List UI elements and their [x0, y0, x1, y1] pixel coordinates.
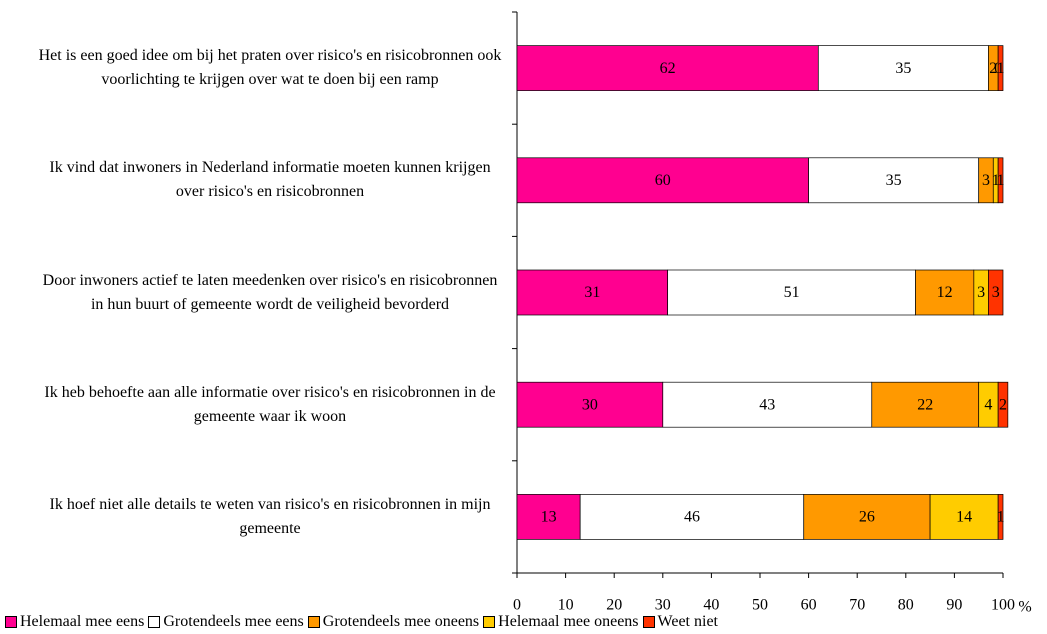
legend-label: Grotendeels mee eens — [163, 613, 304, 630]
category-label: Door inwoners actief te laten meedenken … — [0, 248, 505, 338]
legend-swatch — [642, 616, 655, 628]
data-label: 14 — [956, 509, 972, 526]
legend-label: Helemaal mee oneens — [498, 613, 639, 630]
data-label: 1 — [997, 509, 1005, 526]
data-label: 1 — [992, 172, 1000, 189]
data-label: 51 — [784, 284, 800, 301]
legend-swatch — [5, 616, 17, 628]
category-text: Ik heb behoefte aan alle informatie over… — [44, 383, 496, 425]
bar-segment — [803, 494, 931, 540]
x-tick-label: 0 — [513, 597, 521, 614]
bar-segment — [915, 269, 975, 316]
data-label: 43 — [759, 396, 775, 413]
x-tick-label: 40 — [703, 597, 719, 614]
category-label: Ik heb behoefte aan alle informatie over… — [0, 360, 505, 450]
data-label: 2 — [989, 60, 997, 77]
data-label: 13 — [541, 509, 557, 526]
data-label: 3 — [992, 284, 1000, 301]
x-tick-label: 60 — [801, 597, 817, 614]
x-axis-label: % — [1018, 599, 1031, 616]
data-label: 31 — [584, 284, 600, 301]
bar-segment — [808, 157, 980, 204]
category-label: Het is een goed idee om bij het praten o… — [0, 23, 505, 113]
data-label: 22 — [917, 396, 933, 413]
data-label: 2 — [999, 396, 1007, 413]
bar-segment — [516, 381, 664, 428]
legend: Helemaal mee eens Grotendeels mee eens Gro… — [5, 613, 722, 631]
bar-segment — [516, 45, 819, 91]
x-tick-label: 50 — [752, 597, 768, 614]
data-label: 1 — [997, 60, 1005, 77]
x-tick-label: 90 — [946, 597, 962, 614]
data-label: 60 — [655, 172, 671, 189]
data-label: 35 — [886, 172, 902, 189]
legend-item: Helemaal mee eens — [5, 613, 144, 631]
bar-segment — [929, 494, 999, 540]
x-tick-label: 10 — [558, 597, 574, 614]
data-label: 62 — [660, 60, 676, 77]
legend-item: Weet niet — [642, 613, 718, 631]
bar-segment — [997, 381, 1009, 428]
legend-swatch — [148, 616, 161, 628]
bar-segment — [997, 157, 1004, 204]
bar-segment — [516, 494, 581, 540]
legend-label: Grotendeels mee oneens — [322, 613, 480, 630]
category-text: Ik vind dat inwoners in Nederland inform… — [49, 159, 491, 201]
legend-swatch — [307, 616, 320, 628]
x-tick-label: 80 — [898, 597, 914, 614]
x-tick-label: 20 — [606, 597, 622, 614]
bar-segment — [667, 269, 916, 316]
data-label: 26 — [859, 509, 875, 526]
x-tick-label: 70 — [849, 597, 865, 614]
bar-segment — [579, 494, 805, 540]
bar-segment — [817, 45, 989, 91]
data-label: 30 — [582, 396, 598, 413]
data-label: 3 — [982, 172, 990, 189]
legend-label: Helemaal mee eens — [20, 613, 145, 630]
legend-label: Weet niet — [657, 613, 718, 630]
x-tick-label: 30 — [655, 597, 671, 614]
category-text: Het is een goed idee om bij het praten o… — [38, 47, 502, 89]
legend-item: Grotendeels mee eens — [148, 613, 304, 631]
data-label: 12 — [937, 284, 953, 301]
data-label: 4 — [984, 396, 992, 413]
x-tick-label: 100 — [991, 597, 1015, 614]
category-text: Ik hoef niet alle details te weten van r… — [49, 495, 491, 537]
bar-segment — [997, 45, 1004, 91]
bar-segment — [988, 269, 1004, 316]
bar-segment — [997, 494, 1004, 540]
legend-item: Helemaal mee oneens — [483, 613, 639, 631]
data-label: 3 — [977, 284, 985, 301]
bar-segment — [871, 381, 980, 428]
legend-item: Grotendeels mee oneens — [307, 613, 480, 631]
category-label: Ik hoef niet alle details te weten van r… — [0, 472, 505, 562]
bar-segment — [662, 381, 873, 428]
legend-swatch — [483, 616, 496, 628]
data-label: 35 — [895, 60, 911, 77]
data-label: 1 — [997, 172, 1005, 189]
data-label: 46 — [684, 509, 700, 526]
bar-segment — [516, 157, 809, 204]
category-label: Ik vind dat inwoners in Nederland inform… — [0, 135, 505, 225]
category-text: Door inwoners actief te laten meedenken … — [42, 271, 498, 313]
